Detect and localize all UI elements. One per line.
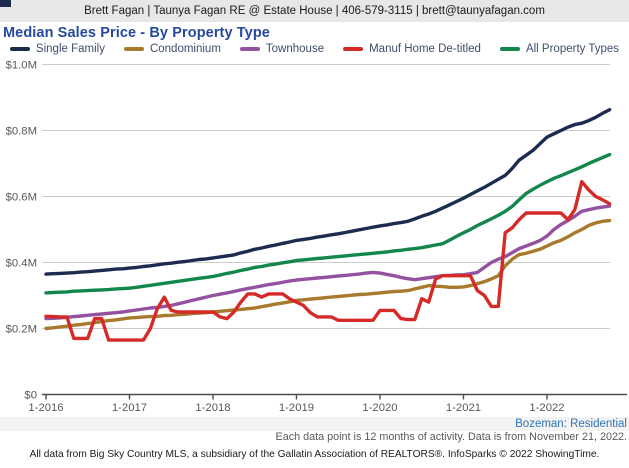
contact-header-text: Brett Fagan | Taunya Fagan RE @ Estate H… bbox=[84, 5, 545, 17]
legend-swatch-all-property-types bbox=[499, 46, 520, 52]
x-axis-tick-label: 1-2019 bbox=[279, 402, 314, 414]
legend-label-condominium: Condominium bbox=[149, 43, 221, 55]
series-line-townhouse bbox=[44, 204, 612, 321]
series-line-manuf-home-de-titled bbox=[44, 179, 612, 342]
legend-item-manuf-home-de-titled[interactable]: Manuf Home De-titled bbox=[343, 43, 481, 55]
legend-label-townhouse: Townhouse bbox=[265, 43, 325, 55]
y-axis-tick-label: $0.4M bbox=[6, 258, 37, 270]
corner-mark bbox=[0, 0, 11, 7]
legend-item-single-family[interactable]: Single Family bbox=[9, 43, 105, 55]
legend-item-all-property-types[interactable]: All Property Types bbox=[499, 43, 620, 55]
x-axis-tick-label: 1-2020 bbox=[362, 402, 397, 414]
legend-label-manuf-home-de-titled: Manuf Home De-titled bbox=[369, 43, 481, 55]
legend-swatch-condominium bbox=[123, 46, 144, 52]
legend-item-townhouse[interactable]: Townhouse bbox=[239, 43, 325, 55]
page-title: Median Sales Price - By Property Type bbox=[3, 25, 270, 41]
y-axis-tick-label: $1.0M bbox=[6, 60, 37, 72]
chart-legend: Single Family Condominium Townhouse Manuf H… bbox=[0, 43, 629, 55]
legend-swatch-manuf-home-de-titled bbox=[343, 46, 364, 52]
attribution-text: All data from Big Sky Country MLS, a sub… bbox=[29, 449, 600, 460]
x-axis-tick-label: 1-2016 bbox=[28, 402, 63, 414]
x-axis-tick-label: 1-2022 bbox=[529, 402, 564, 414]
series-line-single-family bbox=[44, 107, 612, 276]
legend-swatch-townhouse bbox=[239, 46, 260, 52]
y-axis-tick-label: $0.2M bbox=[6, 324, 37, 336]
series-line-all-property-types bbox=[44, 152, 612, 295]
x-axis-tick-label: 1-2021 bbox=[446, 402, 481, 414]
data-note: Each data point is 12 months of activity… bbox=[275, 431, 627, 443]
contact-header: Brett Fagan | Taunya Fagan RE @ Estate H… bbox=[0, 0, 629, 22]
legend-swatch-single-family bbox=[9, 46, 30, 52]
market-context-label: Bozeman: Residential bbox=[515, 418, 627, 430]
legend-label-all-property-types: All Property Types bbox=[525, 43, 620, 55]
context-band: Bozeman: Residential bbox=[0, 417, 629, 431]
x-axis-tick-label: 1-2018 bbox=[195, 402, 230, 414]
y-axis-tick-label: $0 bbox=[24, 390, 37, 402]
y-axis-tick-label: $0.6M bbox=[6, 192, 37, 204]
legend-label-single-family: Single Family bbox=[35, 43, 105, 55]
series-line-condominium bbox=[44, 218, 612, 331]
y-axis-tick-label: $0.8M bbox=[6, 126, 37, 138]
legend-item-condominium[interactable]: Condominium bbox=[123, 43, 221, 55]
x-axis-tick-label: 1-2017 bbox=[112, 402, 147, 414]
